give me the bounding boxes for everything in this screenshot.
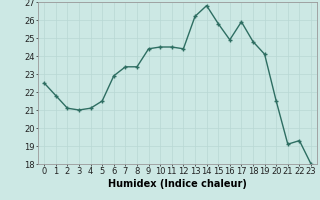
- X-axis label: Humidex (Indice chaleur): Humidex (Indice chaleur): [108, 179, 247, 189]
